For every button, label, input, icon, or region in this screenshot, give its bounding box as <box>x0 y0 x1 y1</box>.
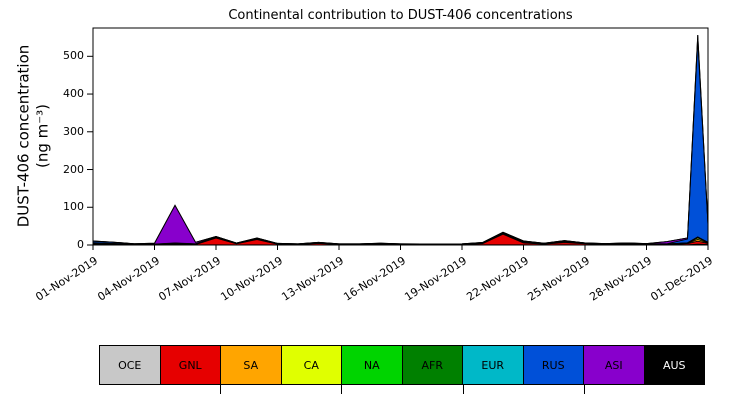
y-tick-label: 500 <box>63 49 84 63</box>
legend-item-afr: AFR <box>401 346 462 384</box>
area-outline <box>92 40 709 245</box>
legend-tick-mark <box>583 385 585 394</box>
legend-item-sa: SA <box>220 346 281 384</box>
legend-tick-mark <box>341 385 343 394</box>
legend-item-ca: CA <box>280 346 341 384</box>
y-tick-label: 200 <box>63 162 84 176</box>
plot-area <box>87 27 709 250</box>
y-tick-label: 300 <box>63 124 84 138</box>
y-tick-label: 0 <box>77 238 84 251</box>
area-series-rus <box>93 40 708 245</box>
legend-tick-mark <box>220 385 222 394</box>
legend-item-eur: EUR <box>462 346 523 384</box>
area-series-gnl <box>93 234 708 245</box>
y-axis-label-line1: DUST-406 concentration <box>14 44 33 228</box>
area-series-asi <box>93 34 708 245</box>
legend-tick-mark <box>462 385 464 394</box>
area-series-aus <box>93 34 708 244</box>
legend-item-asi: ASI <box>583 346 644 384</box>
y-tick-label: 100 <box>63 200 84 214</box>
legend-item-oce: OCE <box>100 346 160 384</box>
area-outline <box>92 34 709 245</box>
legend-item-gnl: GNL <box>159 346 220 384</box>
legend-item-na: NA <box>341 346 402 384</box>
chart-title: Continental contribution to DUST-406 con… <box>228 8 573 23</box>
legend-item-rus: RUS <box>522 346 583 384</box>
plot-frame <box>92 27 709 246</box>
y-tick-label: 400 <box>63 87 84 101</box>
area-outline <box>92 34 709 245</box>
legend-item-aus: AUS <box>643 346 704 384</box>
legend: OCE GNL SA CA NA AFR EUR RUS ASI AUS <box>99 345 705 385</box>
